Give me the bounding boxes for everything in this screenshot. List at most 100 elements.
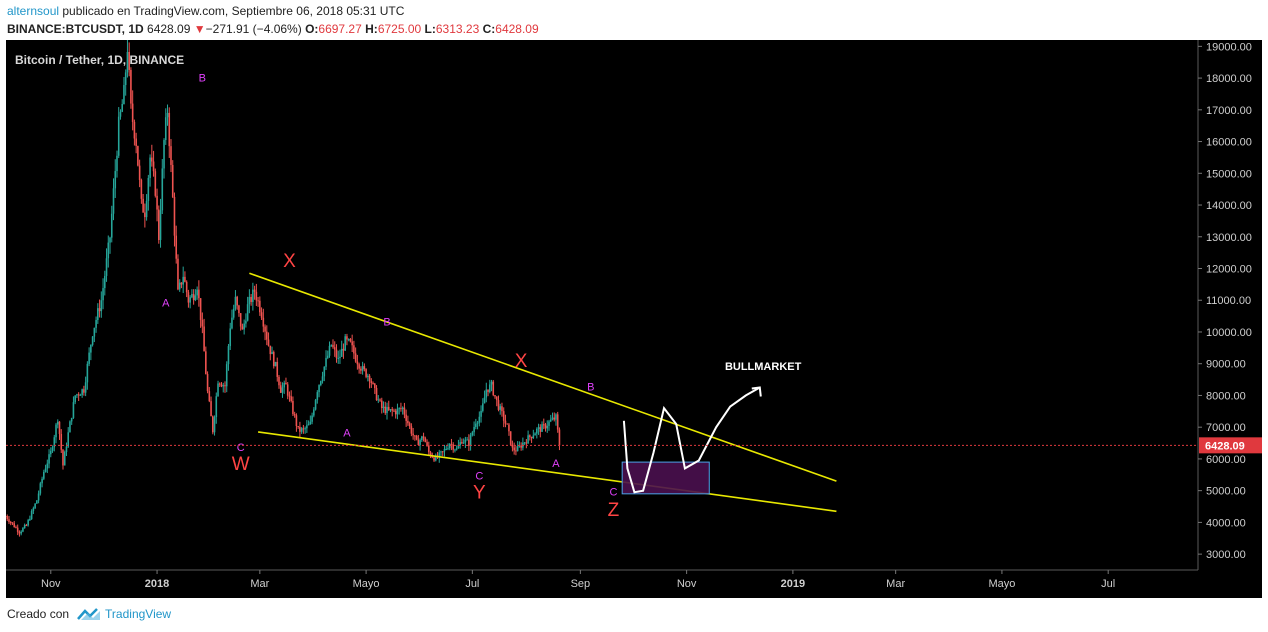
candle-body[interactable] — [34, 503, 36, 509]
candle-body[interactable] — [8, 519, 10, 522]
candle-body[interactable] — [86, 363, 89, 383]
candle-body[interactable] — [412, 433, 414, 436]
candle-body[interactable] — [196, 289, 198, 296]
candle-body[interactable] — [16, 527, 19, 532]
candle-body[interactable] — [20, 531, 22, 534]
candle-body[interactable] — [440, 451, 442, 453]
candle-body[interactable] — [81, 389, 83, 395]
candle-body[interactable] — [445, 448, 448, 450]
candle-body[interactable] — [189, 297, 191, 303]
candle-body[interactable] — [236, 296, 238, 306]
candle-body[interactable] — [250, 296, 252, 302]
candle-body[interactable] — [41, 478, 43, 484]
candle-body[interactable] — [135, 138, 137, 146]
candle-body[interactable] — [124, 72, 127, 86]
candle-body[interactable] — [483, 397, 486, 404]
candle-body[interactable] — [105, 258, 108, 276]
candle-body[interactable] — [428, 445, 430, 453]
candle-body[interactable] — [476, 422, 479, 424]
candle-body[interactable] — [131, 103, 134, 122]
target-zone-box[interactable] — [621, 461, 710, 495]
candle-body[interactable] — [126, 51, 129, 73]
candle-body[interactable] — [205, 351, 207, 375]
candle-body[interactable] — [394, 410, 397, 415]
upper-trendline[interactable] — [249, 272, 837, 482]
candle-body[interactable] — [177, 258, 179, 290]
candle-body[interactable] — [283, 382, 286, 388]
candle-body[interactable] — [166, 112, 169, 118]
candle-body[interactable] — [288, 395, 291, 397]
candle-body[interactable] — [485, 389, 488, 398]
candle-body[interactable] — [299, 426, 301, 432]
candle-body[interactable] — [468, 439, 470, 446]
candle-body[interactable] — [231, 317, 233, 329]
candle-body[interactable] — [140, 179, 143, 199]
candle-body[interactable] — [387, 406, 390, 410]
candle-body[interactable] — [39, 483, 42, 494]
candle-body[interactable] — [555, 414, 557, 420]
candle-body[interactable] — [255, 291, 258, 301]
candle-body[interactable] — [316, 392, 319, 401]
candle-body[interactable] — [375, 388, 378, 401]
candle-body[interactable] — [53, 437, 56, 448]
candle-body[interactable] — [239, 313, 242, 327]
candle-body[interactable] — [358, 364, 360, 369]
candle-body[interactable] — [370, 381, 373, 384]
candle-body[interactable] — [286, 384, 289, 396]
candle-body[interactable] — [441, 451, 444, 453]
candle-body[interactable] — [304, 428, 306, 430]
candle-body[interactable] — [328, 345, 331, 356]
candle-body[interactable] — [198, 289, 200, 299]
candle-body[interactable] — [227, 346, 230, 365]
candle-body[interactable] — [170, 146, 172, 165]
candle-body[interactable] — [157, 209, 160, 240]
candle-body[interactable] — [488, 384, 491, 392]
candle-body[interactable] — [380, 400, 383, 409]
candle-body[interactable] — [192, 294, 195, 301]
candle-body[interactable] — [351, 341, 353, 346]
candle-body[interactable] — [44, 468, 47, 472]
candle-body[interactable] — [466, 439, 468, 441]
candle-body[interactable] — [201, 319, 204, 327]
candle-body[interactable] — [123, 85, 125, 105]
candle-body[interactable] — [171, 164, 174, 197]
candle-body[interactable] — [326, 355, 329, 358]
candle-body[interactable] — [414, 435, 416, 437]
wave-label-x[interactable]: X — [515, 351, 528, 372]
candle-body[interactable] — [163, 140, 165, 169]
wave-label-c[interactable]: C — [475, 471, 483, 483]
candle-body[interactable] — [243, 323, 245, 330]
candle-body[interactable] — [346, 336, 348, 340]
candle-body[interactable] — [154, 171, 157, 196]
candle-body[interactable] — [133, 121, 136, 139]
candle-body[interactable] — [229, 328, 232, 347]
candle-body[interactable] — [130, 69, 132, 104]
candle-body[interactable] — [478, 416, 481, 423]
candle-body[interactable] — [534, 433, 536, 436]
candle-body[interactable] — [274, 361, 277, 367]
wave-label-a[interactable]: A — [552, 458, 560, 470]
candle-body[interactable] — [353, 345, 355, 354]
candle-body[interactable] — [264, 326, 266, 332]
candle-body[interactable] — [119, 111, 122, 117]
candle-body[interactable] — [62, 449, 64, 466]
candle-body[interactable] — [389, 409, 392, 411]
candle-body[interactable] — [448, 444, 451, 449]
candle-body[interactable] — [58, 421, 61, 434]
candle-body[interactable] — [469, 435, 472, 446]
candle-body[interactable] — [475, 423, 477, 427]
candle-body[interactable] — [504, 420, 507, 424]
candle-body[interactable] — [175, 235, 178, 259]
candle-body[interactable] — [191, 294, 193, 298]
candle-body[interactable] — [365, 369, 367, 377]
candle-body[interactable] — [266, 331, 268, 340]
candle-body[interactable] — [185, 281, 188, 293]
candle-body[interactable] — [339, 356, 341, 358]
wave-label-a[interactable]: A — [162, 298, 170, 310]
candle-body[interactable] — [325, 357, 327, 367]
candle-body[interactable] — [462, 442, 465, 444]
candle-body[interactable] — [295, 415, 298, 426]
candle-body[interactable] — [173, 196, 176, 236]
candle-body[interactable] — [518, 445, 521, 447]
candle-body[interactable] — [51, 447, 54, 451]
